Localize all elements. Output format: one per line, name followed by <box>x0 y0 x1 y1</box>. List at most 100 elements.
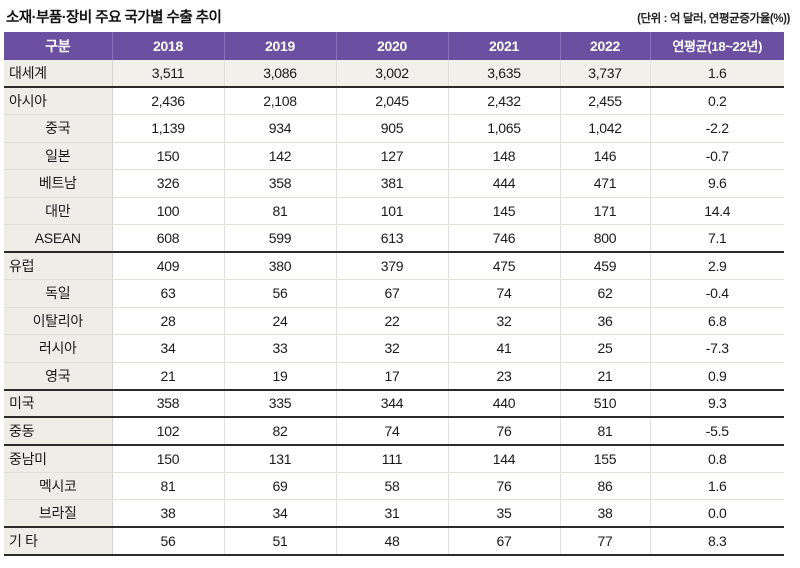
cell-y2020: 32 <box>336 334 449 363</box>
cell-y2019: 51 <box>224 526 337 556</box>
cell-y2019: 81 <box>224 197 337 225</box>
cell-y2018: 34 <box>112 334 225 363</box>
cell-y2019: 2,108 <box>224 86 337 115</box>
cell-y2020: 127 <box>336 142 449 170</box>
cell-y2021: 444 <box>448 169 561 198</box>
table-header-row: 구분 2018 2019 2020 2021 2022 연평균(18~22년) <box>4 32 784 60</box>
table-row: 영국 21 19 17 23 21 0.9 <box>4 362 784 390</box>
cell-y2021: 440 <box>448 388 561 418</box>
cell-y2019: 599 <box>224 224 337 253</box>
cell-y2021: 35 <box>448 499 561 528</box>
cell-cagr: -5.5 <box>650 416 784 445</box>
cell-y2020: 2,045 <box>336 86 449 115</box>
cell-y2018: 409 <box>112 251 225 280</box>
export-trend-table: 구분 2018 2019 2020 2021 2022 연평균(18~22년) … <box>4 32 784 556</box>
table-row: 아시아 2,436 2,108 2,045 2,432 2,455 0.2 <box>4 86 784 115</box>
cell-cagr: 0.9 <box>650 362 784 390</box>
table-row: 멕시코 81 69 58 76 86 1.6 <box>4 472 784 500</box>
cell-y2018: 21 <box>112 362 225 390</box>
cell-y2021: 41 <box>448 334 561 363</box>
cell-y2021: 475 <box>448 251 561 280</box>
cell-y2022: 62 <box>560 279 651 308</box>
table-row: 러시아 34 33 32 41 25 -7.3 <box>4 334 784 363</box>
cell-y2022: 81 <box>560 416 651 445</box>
cell-y2020: 17 <box>336 362 449 390</box>
row-label: 베트남 <box>4 169 113 198</box>
cell-y2021: 1,065 <box>448 114 561 143</box>
row-label: 러시아 <box>4 334 113 363</box>
cell-y2022: 38 <box>560 499 651 528</box>
cell-y2022: 471 <box>560 169 651 198</box>
row-label: 이탈리아 <box>4 307 113 335</box>
table-row: 중국 1,139 934 905 1,065 1,042 -2.2 <box>4 114 784 143</box>
column-header-2019: 2019 <box>224 32 337 60</box>
cell-y2020: 74 <box>336 416 449 445</box>
row-label: 중국 <box>4 114 113 143</box>
column-header-2018: 2018 <box>112 32 225 60</box>
cell-y2021: 74 <box>448 279 561 308</box>
cell-y2019: 19 <box>224 362 337 390</box>
cell-y2022: 2,455 <box>560 86 651 115</box>
cell-y2021: 144 <box>448 443 561 473</box>
cell-y2022: 86 <box>560 472 651 500</box>
cell-y2020: 905 <box>336 114 449 143</box>
cell-cagr: 14.4 <box>650 197 784 225</box>
column-header-cagr: 연평균(18~22년) <box>650 32 784 60</box>
cell-y2022: 36 <box>560 307 651 335</box>
cell-cagr: 1.6 <box>650 472 784 500</box>
table-row: 중남미 150 131 111 144 155 0.8 <box>4 443 784 473</box>
table-row: 대세계 3,511 3,086 3,002 3,635 3,737 1.6 <box>4 59 784 88</box>
page-title: 소재·부품·장비 주요 국가별 수출 추이 <box>6 10 222 26</box>
cell-y2020: 613 <box>336 224 449 253</box>
cell-y2019: 3,086 <box>224 59 337 88</box>
cell-y2020: 58 <box>336 472 449 500</box>
cell-y2019: 142 <box>224 142 337 170</box>
cell-cagr: -0.4 <box>650 279 784 308</box>
cell-y2020: 3,002 <box>336 59 449 88</box>
cell-y2018: 28 <box>112 307 225 335</box>
cell-cagr: 7.1 <box>650 224 784 253</box>
table-row: 독일 63 56 67 74 62 -0.4 <box>4 279 784 308</box>
cell-cagr: 2.9 <box>650 251 784 280</box>
unit-note: (단위 : 억 달러, 연평균증가율(%)) <box>637 13 790 25</box>
row-label: 멕시코 <box>4 472 113 500</box>
cell-y2019: 131 <box>224 443 337 473</box>
cell-y2019: 934 <box>224 114 337 143</box>
cell-cagr: -7.3 <box>650 334 784 363</box>
cell-y2022: 155 <box>560 443 651 473</box>
cell-y2022: 3,737 <box>560 59 651 88</box>
cell-y2022: 1,042 <box>560 114 651 143</box>
cell-y2018: 1,139 <box>112 114 225 143</box>
cell-y2020: 67 <box>336 279 449 308</box>
cell-y2019: 24 <box>224 307 337 335</box>
cell-cagr: -2.2 <box>650 114 784 143</box>
row-label: 중동 <box>4 416 113 445</box>
cell-y2019: 380 <box>224 251 337 280</box>
cell-y2021: 23 <box>448 362 561 390</box>
cell-cagr: 0.8 <box>650 443 784 473</box>
cell-y2018: 150 <box>112 142 225 170</box>
cell-y2022: 21 <box>560 362 651 390</box>
cell-y2021: 145 <box>448 197 561 225</box>
cell-y2022: 800 <box>560 224 651 253</box>
title-row: 소재·부품·장비 주요 국가별 수출 추이 (단위 : 억 달러, 연평균증가율… <box>0 0 800 32</box>
cell-y2020: 31 <box>336 499 449 528</box>
cell-y2018: 38 <box>112 499 225 528</box>
table-row: ASEAN 608 599 613 746 800 7.1 <box>4 224 784 253</box>
cell-y2018: 326 <box>112 169 225 198</box>
cell-y2018: 56 <box>112 526 225 556</box>
cell-y2018: 100 <box>112 197 225 225</box>
cell-y2019: 358 <box>224 169 337 198</box>
row-label: 기 타 <box>4 526 113 556</box>
cell-cagr: 9.3 <box>650 388 784 418</box>
cell-y2018: 63 <box>112 279 225 308</box>
cell-y2018: 2,436 <box>112 86 225 115</box>
table-row: 일본 150 142 127 148 146 -0.7 <box>4 142 784 170</box>
table-row: 베트남 326 358 381 444 471 9.6 <box>4 169 784 198</box>
cell-y2020: 344 <box>336 388 449 418</box>
cell-cagr: 8.3 <box>650 526 784 556</box>
cell-y2022: 25 <box>560 334 651 363</box>
cell-y2022: 77 <box>560 526 651 556</box>
row-label: 독일 <box>4 279 113 308</box>
row-label: 중남미 <box>4 443 113 473</box>
